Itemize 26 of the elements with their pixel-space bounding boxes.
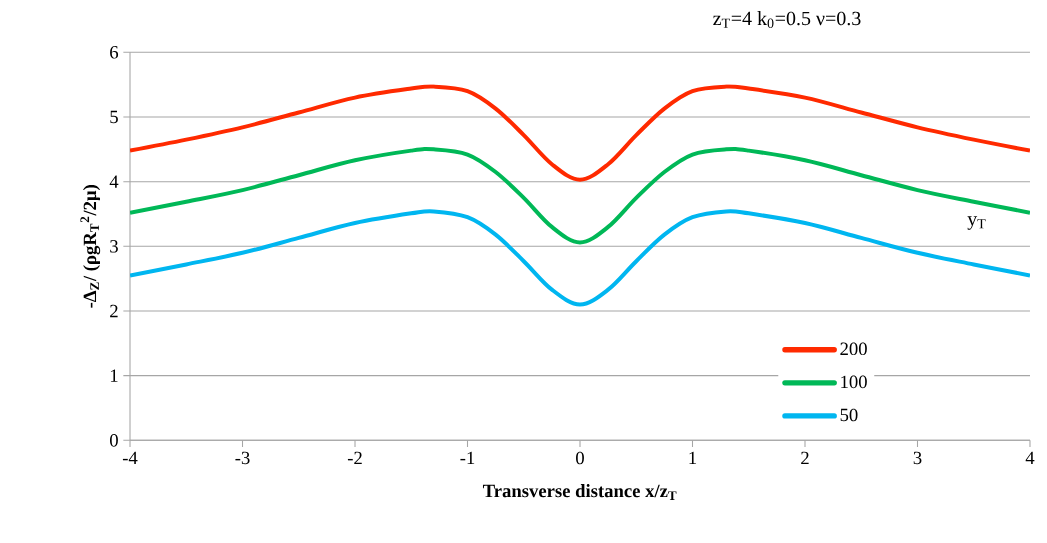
chart-title: z$_{T}$=4 k$_{0}$=0.5 ν=0.3 xyxy=(713,11,861,28)
x-tick-label: 2 xyxy=(801,451,809,465)
x-tick-label: -2 xyxy=(347,451,362,465)
legend-title: y$_{T}$ xyxy=(967,216,986,230)
x-axis-title: Transverse distance x/z$_{T}$ xyxy=(482,484,677,500)
line-series xyxy=(130,147,1030,245)
y-tick-label: 1 xyxy=(110,369,118,382)
y-tick-label: 3 xyxy=(110,240,118,253)
x-tick-label: -1 xyxy=(460,451,475,465)
legend-label: 200 xyxy=(840,342,867,356)
x-tick-label: 3 xyxy=(913,451,922,465)
y-tick-label: 6 xyxy=(110,46,119,59)
x-tick-label: -3 xyxy=(235,451,250,465)
x-tick-label: 0 xyxy=(576,451,584,465)
y-tick-label: 4 xyxy=(109,175,119,188)
legend-label: 50 xyxy=(840,408,858,422)
y-tick-label: 2 xyxy=(110,304,118,318)
x-tick-label: -4 xyxy=(122,451,138,464)
x-tick-label: 4 xyxy=(1025,451,1035,464)
y-tick-label: 0 xyxy=(110,434,118,447)
x-tick-label: 1 xyxy=(689,451,697,465)
line-series xyxy=(130,209,1030,307)
line-series xyxy=(130,84,1030,182)
y-tick-label: 5 xyxy=(110,110,118,124)
y-axis-title: -Δ$_{Z}$/ (ρgR$_{T}$$^{2}$/2μ) xyxy=(80,185,101,308)
legend-label: 100 xyxy=(841,375,867,389)
